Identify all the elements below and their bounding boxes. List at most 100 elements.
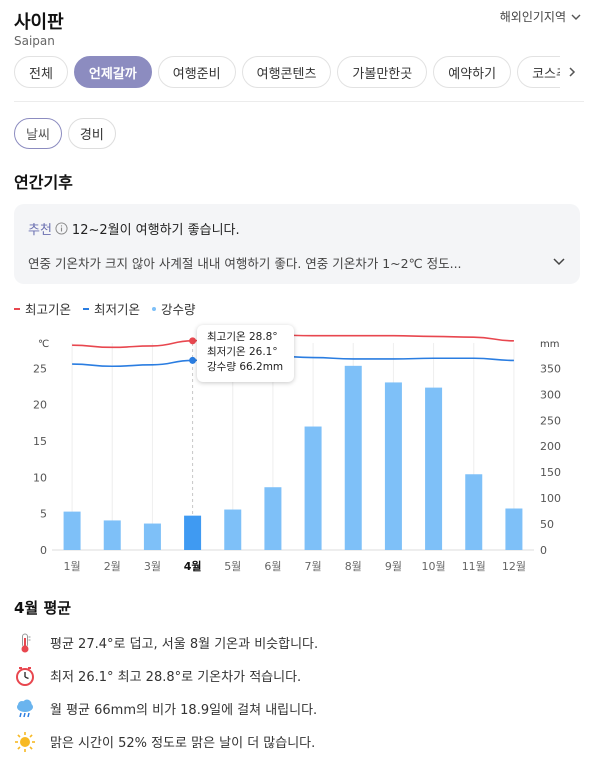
right-tick-label: 200 <box>540 440 561 453</box>
divider <box>14 101 584 102</box>
chevron-down-icon[interactable] <box>552 254 566 268</box>
right-tick-label: 0 <box>540 544 547 557</box>
tab-label: 가볼만한곳 <box>352 66 413 82</box>
x-tick-label: 5월 <box>224 560 241 573</box>
precipitation-bar <box>304 426 322 550</box>
tab-travel-prep[interactable]: 여행준비 <box>157 56 236 88</box>
precipitation-bar <box>103 520 121 550</box>
tab-all[interactable]: 전체 <box>14 56 68 88</box>
chart-tooltip: 최고기온 28.8° 최저기온 26.1° 강수량 66.2mm <box>197 325 294 382</box>
precipitation-bar <box>264 487 282 550</box>
right-tick-label: 50 <box>540 518 554 531</box>
left-tick-label: 10 <box>33 471 47 484</box>
subtab-weather[interactable]: 날씨 <box>14 118 62 149</box>
legend-swatch <box>83 307 90 310</box>
month-average-text: 맑은 시간이 52% 정도로 맑은 날이 더 많습니다. <box>50 736 316 751</box>
x-tick-label: 1월 <box>64 560 81 573</box>
precipitation-bar <box>184 515 202 550</box>
precipitation-bar <box>344 365 362 550</box>
thermometer-icon <box>14 632 36 654</box>
subtab-label: 날씨 <box>26 128 50 143</box>
chart-legend: 최고기온 최저기온 강수량 <box>14 299 196 318</box>
tabs-next-button[interactable] <box>560 56 584 88</box>
legend-swatch <box>152 306 157 311</box>
legend-item-min-temp: 최저기온 <box>83 299 140 318</box>
left-tick-label: 25 <box>33 362 47 375</box>
tab-label: 여행준비 <box>172 66 221 82</box>
sub-tabs: 날씨 경비 <box>14 118 116 149</box>
right-tick-label: 300 <box>540 388 561 401</box>
precipitation-bar <box>224 509 242 550</box>
right-tick-label: 100 <box>540 492 561 505</box>
month-average-text: 최저 26.1° 최고 28.8°로 기온차가 적습니다. <box>50 670 302 685</box>
region-dropdown-label: 해외인기지역 <box>499 10 566 24</box>
right-tick-label: 350 <box>540 362 561 375</box>
chevron-right-icon <box>569 67 576 77</box>
tab-label: 전체 <box>29 66 53 82</box>
tab-label: 여행콘텐츠 <box>256 66 317 82</box>
recommendation-headline: 12~2월이 여행하기 좋습니다. <box>71 223 240 238</box>
page-subtitle: Saipan <box>14 34 55 48</box>
left-tick-label: 5 <box>40 508 47 521</box>
tab-booking[interactable]: 예약하기 <box>433 56 512 88</box>
section-title: 연간기후 <box>14 173 73 192</box>
x-tick-label: 12월 <box>502 560 526 573</box>
list-item: 맑은 시간이 52% 정도로 맑은 날이 더 많습니다. <box>14 725 584 758</box>
header: 사이판 Saipan 해외인기지역 <box>14 6 584 52</box>
category-tabs: 전체 언제갈까 여행준비 여행콘텐츠 가볼만한곳 예약하기 코스추천 <box>14 56 584 88</box>
sun-icon <box>14 731 36 753</box>
selected-point <box>189 337 197 345</box>
region-dropdown-button[interactable]: 해외인기지역 <box>500 8 582 25</box>
tab-when-to-go[interactable]: 언제갈까 <box>73 56 152 88</box>
tab-attractions[interactable]: 가볼만한곳 <box>337 56 428 88</box>
recommendation-label: 추천 <box>28 223 52 238</box>
right-axis-unit: mm <box>540 339 559 350</box>
clock-icon <box>14 665 36 687</box>
tooltip-precipitation: 강수량 66.2mm <box>207 361 284 373</box>
month-average-text: 평균 27.4°로 덥고, 서울 8월 기온과 비슷합니다. <box>50 637 319 652</box>
x-tick-label: 11월 <box>462 560 486 573</box>
recommendation-box: 추천 12~2월이 여행하기 좋습니다. 연중 기온차가 크지 않아 사계절 내… <box>14 204 580 284</box>
recommendation-detail: 연중 기온차가 크지 않아 사계절 내내 여행하기 좋다. 연중 기온차가 1~… <box>28 256 462 271</box>
left-tick-label: 0 <box>40 544 47 557</box>
page-title: 사이판 <box>14 12 64 33</box>
right-tick-label: 250 <box>540 414 561 427</box>
legend-item-max-temp: 최고기온 <box>14 299 71 318</box>
list-item: 월 평균 66mm의 비가 18.9일에 걸쳐 내립니다. <box>14 692 584 725</box>
tab-travel-content[interactable]: 여행콘텐츠 <box>241 56 332 88</box>
tooltip-min-temp: 최저기온 26.1° <box>207 346 278 358</box>
subtab-cost[interactable]: 경비 <box>67 118 116 149</box>
month-average-list: 평균 27.4°로 덥고, 서울 8월 기온과 비슷합니다. 최저 26.1° … <box>14 626 584 758</box>
subtab-label: 경비 <box>79 128 104 143</box>
tooltip-max-temp: 최고기온 28.8° <box>207 331 278 343</box>
x-tick-label: 4월 <box>184 559 202 573</box>
recommendation-headline-row: 추천 12~2월이 여행하기 좋습니다. <box>28 219 240 238</box>
month-average-title: 4월 평균 <box>14 599 72 617</box>
rain-cloud-icon <box>14 698 36 720</box>
tab-label: 언제갈까 <box>88 66 137 82</box>
legend-label: 강수량 <box>161 302 196 317</box>
precipitation-bar <box>63 511 81 550</box>
x-tick-label: 9월 <box>385 560 402 573</box>
x-tick-label: 2월 <box>104 560 121 573</box>
precipitation-bar <box>384 382 402 550</box>
tab-label: 예약하기 <box>448 66 497 82</box>
legend-label: 최고기온 <box>25 302 72 317</box>
month-average-text: 월 평균 66mm의 비가 18.9일에 걸쳐 내립니다. <box>50 703 318 718</box>
precipitation-bar <box>143 523 161 550</box>
list-item: 최저 26.1° 최고 28.8°로 기온차가 적습니다. <box>14 659 584 692</box>
left-tick-label: 20 <box>33 399 47 412</box>
x-tick-label: 10월 <box>422 560 446 573</box>
precipitation-bar <box>465 474 483 550</box>
left-tick-label: 15 <box>33 435 47 448</box>
x-tick-label: 6월 <box>264 560 281 573</box>
chevron-down-icon <box>571 14 581 20</box>
right-tick-label: 150 <box>540 466 561 479</box>
x-tick-label: 8월 <box>345 560 362 573</box>
x-tick-label: 7월 <box>305 560 322 573</box>
legend-item-precipitation: 강수량 <box>152 299 196 318</box>
precipitation-bar <box>425 387 443 550</box>
info-icon[interactable] <box>55 222 68 235</box>
x-tick-label: 3월 <box>144 560 161 573</box>
